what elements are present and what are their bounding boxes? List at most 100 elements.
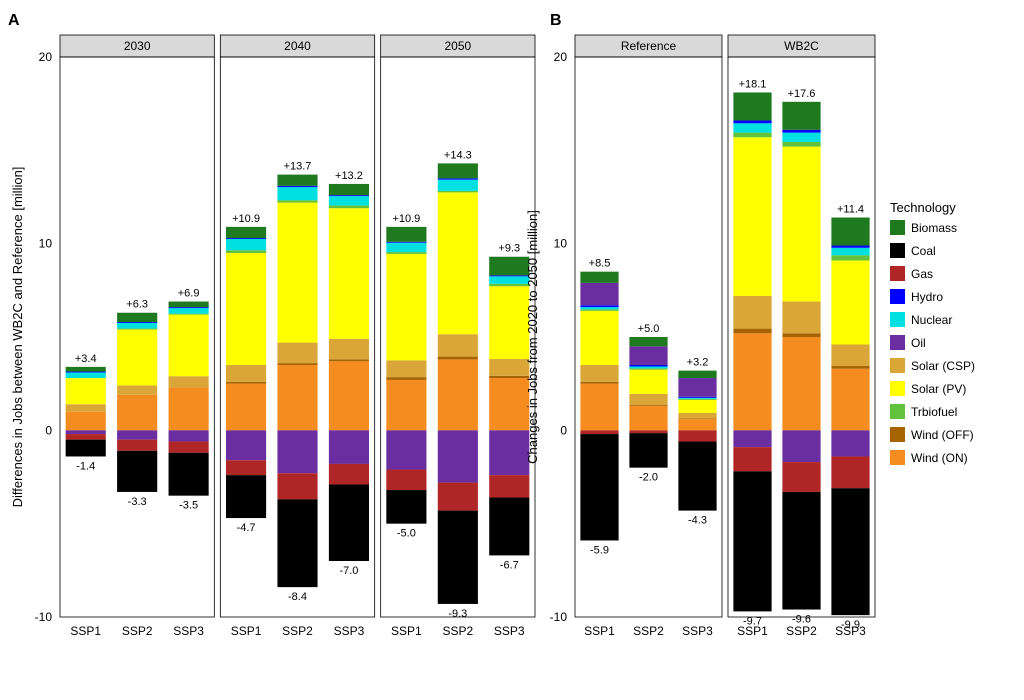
bar-segment (386, 360, 426, 377)
bar-segment (169, 308, 209, 314)
bar-segment (117, 451, 157, 492)
bar-segment (782, 302, 820, 334)
bar-segment (169, 315, 209, 377)
bar-segment (782, 102, 820, 130)
bar-segment (226, 430, 266, 460)
bar-segment (489, 376, 529, 378)
bar-segment (831, 366, 869, 369)
bar-segment (489, 378, 529, 430)
bar-pos-label: +6.9 (178, 288, 200, 300)
bar-segment (277, 175, 317, 186)
bar-segment (831, 218, 869, 246)
bar-pos-label: +11.4 (837, 204, 864, 216)
bar-pos-label: +3.2 (687, 357, 709, 369)
y-tick-label: -10 (35, 610, 53, 624)
facet-strip-label: 2030 (124, 39, 151, 53)
bar-segment (580, 430, 618, 434)
bar-segment (226, 239, 266, 250)
bar-segment (831, 248, 869, 255)
bar-segment (277, 203, 317, 343)
bar-segment (386, 254, 426, 360)
bar-segment (629, 368, 667, 369)
bar-pos-label: +5.0 (638, 323, 660, 335)
bar-segment (782, 130, 820, 133)
legend-label: Coal (911, 244, 936, 258)
bar-segment (733, 120, 771, 123)
bar-segment (831, 369, 869, 431)
figure-root: A B -1001020Differences in Jobs between … (0, 0, 1024, 700)
bar-neg-label: -7.0 (339, 565, 358, 577)
legend-label: Gas (911, 267, 933, 281)
bar-segment (386, 227, 426, 242)
bar-segment (782, 492, 820, 610)
bar-segment (438, 163, 478, 178)
bar-segment (277, 499, 317, 587)
bar-segment (277, 473, 317, 499)
legend-key (890, 312, 905, 327)
x-tick-label: SSP2 (282, 624, 313, 638)
bar-segment (277, 365, 317, 430)
bar-neg-label: -8.4 (288, 591, 307, 603)
bar-segment (117, 322, 157, 323)
bar-segment (629, 430, 667, 433)
bar-segment (226, 384, 266, 431)
bar-segment (831, 255, 869, 260)
bar-neg-label: -9.3 (448, 608, 467, 620)
y-tick-label: 20 (554, 50, 568, 64)
bar-segment (169, 307, 209, 308)
bar-segment (329, 484, 369, 561)
bar-pos-label: +14.3 (444, 149, 472, 161)
bar-segment (329, 195, 369, 196)
bar-segment (438, 357, 478, 360)
bar-neg-label: -3.3 (128, 496, 147, 508)
bar-segment (678, 419, 716, 430)
x-tick-label: SSP3 (494, 624, 525, 638)
legend-key (890, 427, 905, 442)
bar-segment (629, 406, 667, 430)
chart-svg: -1001020Differences in Jobs between WB2C… (0, 0, 1024, 700)
bar-segment (629, 366, 667, 368)
x-tick-label: SSP2 (442, 624, 473, 638)
legend-key (890, 335, 905, 350)
bar-neg-label: -4.3 (688, 515, 707, 527)
y-tick-label: 10 (39, 237, 53, 251)
bar-segment (329, 464, 369, 485)
y-axis-title: Differences in Jobs between WB2C and Ref… (10, 167, 25, 508)
bar-segment (782, 462, 820, 492)
y-tick-label: -10 (550, 610, 568, 624)
bar-neg-label: -6.7 (500, 559, 519, 571)
bar-segment (117, 440, 157, 451)
bar-neg-label: -2.0 (639, 472, 658, 484)
bar-segment (489, 475, 529, 497)
legend-key (890, 404, 905, 419)
bar-segment (386, 430, 426, 469)
bar-segment (386, 377, 426, 380)
bar-pos-label: +8.5 (589, 258, 611, 270)
x-tick-label: SSP2 (633, 624, 664, 638)
bar-segment (678, 378, 716, 397)
bar-segment (117, 386, 157, 395)
bar-segment (733, 430, 771, 447)
bar-segment (733, 92, 771, 120)
legend-label: Hydro (911, 290, 943, 304)
x-tick-label: SSP3 (173, 624, 204, 638)
facet-strip-label: 2040 (284, 39, 311, 53)
bar-segment (226, 250, 266, 253)
bar-segment (66, 372, 106, 378)
bar-segment (226, 460, 266, 475)
bar-segment (580, 384, 618, 431)
bar-segment (678, 400, 716, 413)
bar-segment (489, 286, 529, 359)
bar-segment (733, 123, 771, 132)
legend-key (890, 358, 905, 373)
y-axis-title: Changes in Jobs from 2020 to 2050 [milli… (525, 210, 540, 464)
bar-segment (580, 365, 618, 382)
bar-segment (489, 284, 529, 286)
bar-segment (277, 187, 317, 200)
bar-pos-label: +10.9 (232, 213, 260, 225)
bar-segment (66, 434, 106, 440)
bar-segment (386, 243, 426, 252)
bar-segment (386, 252, 426, 254)
bar-segment (580, 434, 618, 540)
legend-label: Nuclear (911, 313, 952, 327)
